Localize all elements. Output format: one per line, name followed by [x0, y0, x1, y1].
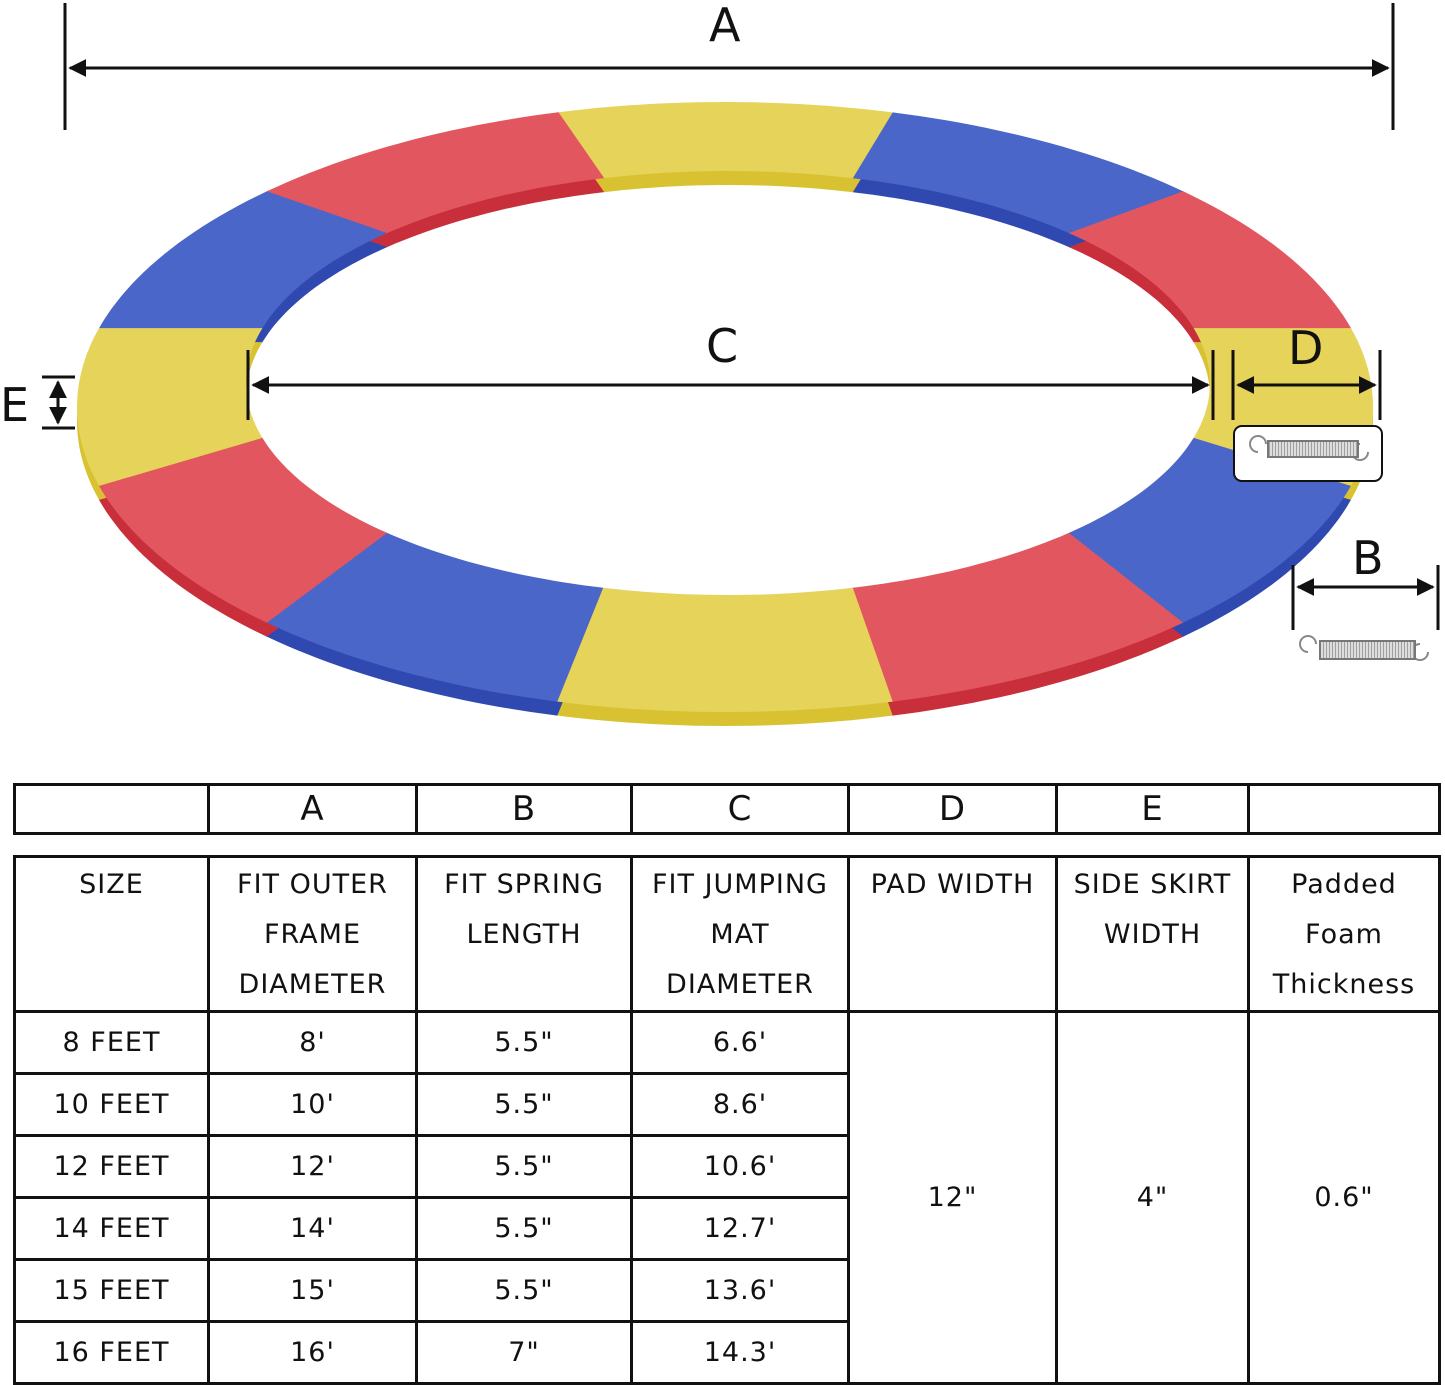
letter-cell: D [847, 783, 1058, 835]
mat-diameter-cell: 14.3' [630, 1320, 850, 1385]
label-a: A [709, 0, 741, 52]
pad-width-cell: 12" [847, 1010, 1058, 1385]
ring-segment-blue [99, 190, 388, 329]
mat-diameter-cell: 10.6' [630, 1134, 850, 1199]
spring-length-cell: 7" [415, 1320, 633, 1385]
side-skirt-width-cell: 4" [1055, 1010, 1250, 1385]
mat-diameter-cell: 13.6' [630, 1258, 850, 1323]
size-cell: 8 FEET [13, 1010, 210, 1075]
table-row: 8 FEET 8' 5.5" 6.6' 12" 4" 0.6" [13, 1010, 1441, 1385]
ring-segment-blue [265, 532, 604, 702]
dimension-d [1231, 350, 1382, 420]
spring-length-cell: 5.5" [415, 1010, 633, 1075]
dimension-c [246, 350, 1215, 420]
column-header: Padded Foam Thickness [1247, 855, 1441, 1013]
ring-segment-red [266, 112, 605, 234]
outer-diameter-cell: 8' [207, 1010, 418, 1075]
size-cell: 12 FEET [13, 1134, 210, 1199]
ring-segment-yellow [556, 587, 893, 712]
table-row: 12 FEET 12' 5.5" 10.6' [13, 1134, 1440, 1199]
spring-length-cell: 5.5" [415, 1196, 633, 1261]
column-header: PAD WIDTH [847, 855, 1058, 1013]
spring-length-cell: 5.5" [415, 1134, 633, 1199]
label-d: D [1288, 321, 1324, 375]
size-cell: 15 FEET [13, 1258, 210, 1323]
outer-diameter-cell: 16' [207, 1320, 418, 1385]
letter-cell [13, 783, 210, 835]
table-row: 16 FEET 16' 7" 14.3' [13, 1320, 1440, 1385]
ring-segment-red [851, 532, 1184, 702]
mat-diameter-cell: 12.7' [630, 1196, 850, 1261]
dimension-e [42, 375, 75, 430]
label-c: C [706, 319, 739, 373]
letter-cell: A [207, 783, 418, 835]
dimension-a [63, 3, 1395, 130]
label-e: E [0, 378, 30, 432]
outer-diameter-cell: 15' [207, 1258, 418, 1323]
outer-diameter-cell: 10' [207, 1072, 418, 1137]
mat-diameter-cell: 6.6' [630, 1010, 850, 1075]
outer-diameter-cell: 14' [207, 1196, 418, 1261]
ring-segment-red [1068, 191, 1352, 329]
column-header: FIT OUTER FRAME DIAMETER [207, 855, 418, 1013]
letter-cell: E [1055, 783, 1250, 835]
trampoline-pad-ring [77, 102, 1373, 726]
dimension-b [1291, 565, 1440, 630]
spring-icon [1249, 435, 1429, 661]
dimension-letters-row: A B C D E [13, 783, 1441, 835]
letter-cell [1247, 783, 1441, 835]
size-cell: 14 FEET [13, 1196, 210, 1261]
size-cell: 10 FEET [13, 1072, 210, 1137]
column-header: FIT SPRING LENGTH [415, 855, 633, 1013]
foam-thickness-cell: 0.6" [1247, 1010, 1441, 1385]
ring-segment-yellow [557, 102, 894, 179]
size-table: SIZE FIT OUTER FRAME DIAMETER FIT SPRING L… [13, 855, 1441, 1385]
ring-segment-blue [1068, 437, 1351, 624]
size-cell: 16 FEET [13, 1320, 210, 1385]
outer-diameter-cell: 12' [207, 1134, 418, 1199]
mat-diameter-cell: 8.6' [630, 1072, 850, 1137]
letter-cell: C [630, 783, 850, 835]
ring-segment-red [98, 437, 388, 623]
letter-cell: B [415, 783, 633, 835]
ring-segment-yellow [77, 327, 263, 486]
trampoline-pad-diagram [42, 3, 1440, 726]
column-header: SIZE [13, 855, 210, 1013]
table-row: 15 FEET 15' 5.5" 13.6' [13, 1258, 1440, 1323]
table-row: 10 FEET 10' 5.5" 8.6' [13, 1072, 1440, 1137]
spring-length-cell: 5.5" [415, 1072, 633, 1137]
column-header: SIDE SKIRT WIDTH [1055, 855, 1250, 1013]
header-row: SIZE FIT OUTER FRAME DIAMETER FIT SPRING L… [13, 855, 1441, 1013]
label-b: B [1352, 531, 1384, 585]
column-header: FIT JUMPING MAT DIAMETER [630, 855, 850, 1013]
spring-length-cell: 5.5" [415, 1258, 633, 1323]
ring-segment-blue [852, 112, 1185, 234]
table-row: 14 FEET 14' 5.5" 12.7' [13, 1196, 1440, 1261]
